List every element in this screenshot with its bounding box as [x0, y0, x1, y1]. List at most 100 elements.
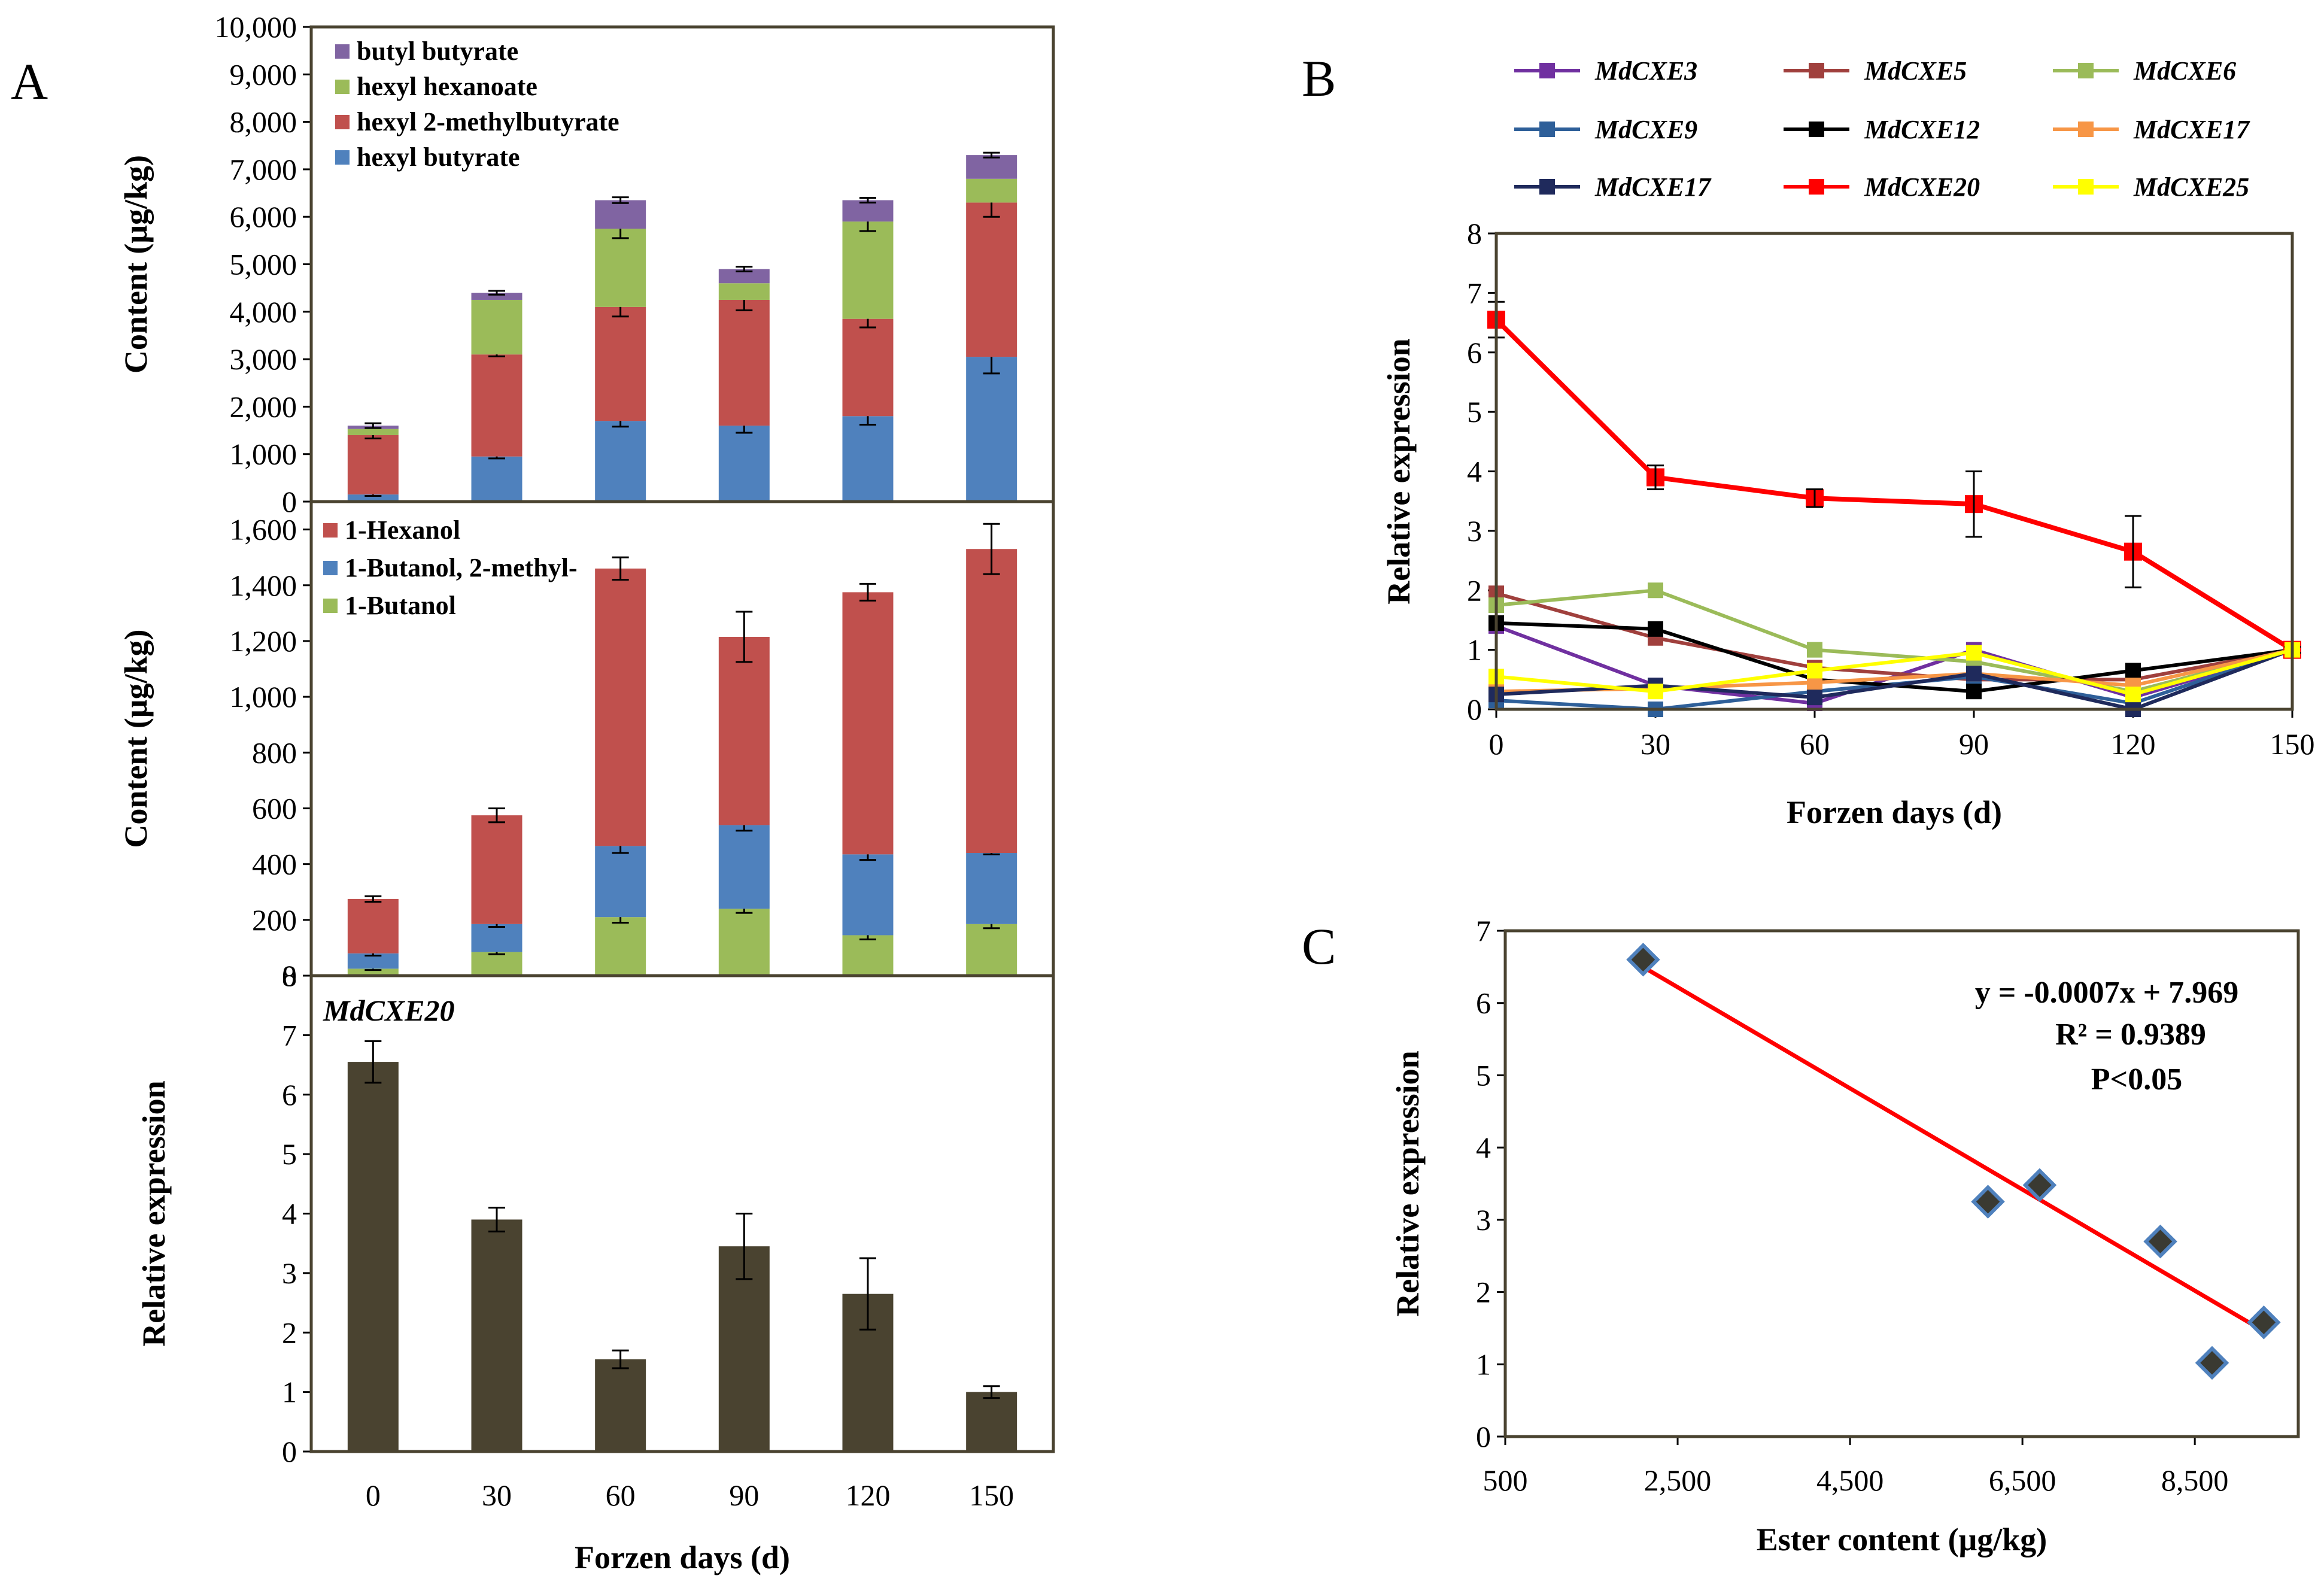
A1-bar-butyl-butyrate: [966, 155, 1017, 179]
C-ytick-label: 2: [1476, 1276, 1491, 1309]
A1-legend-swatch: [335, 80, 350, 94]
A1-legend-swatch: [335, 150, 350, 165]
A2-bar-1-butanol: [595, 917, 646, 976]
A1-legend-label: hexyl 2-methylbutyrate: [357, 107, 619, 136]
A3-ytick-label: 7: [282, 1018, 297, 1052]
A1-legend-label: butyl butyrate: [357, 37, 518, 66]
A2-legend-swatch: [323, 599, 338, 613]
B-series-mdcxe6-2-point: [1807, 642, 1822, 658]
C-annotation: P<0.05: [2091, 1062, 2182, 1097]
B-series-mdcxe17-6-point: [1807, 690, 1822, 706]
B-legend-label: MdCXE17: [1594, 172, 1712, 202]
A3-title: MdCXE20: [323, 994, 455, 1027]
A3-bar: [595, 1359, 646, 1452]
B-ytick-label: 2: [1467, 573, 1482, 607]
C-scatter-point: [2143, 1224, 2177, 1259]
A2-bar-1-butanol-2-methyl-: [718, 825, 770, 909]
A2-legend-label: 1-Hexanol: [345, 515, 460, 545]
C-ytick-label: 4: [1476, 1131, 1491, 1164]
B-series-mdcxe6-2-line: [1496, 588, 2293, 694]
panel-label-c: C: [1302, 918, 1336, 975]
A3-ytick-label: 2: [282, 1316, 297, 1349]
B-xtick-label: 60: [1800, 727, 1830, 761]
B-series-mdcxe25-8-point: [1966, 645, 1982, 661]
B-series-mdcxe5-1-line: [1496, 591, 2293, 682]
A3-y-axis-label: Relative expression: [136, 1080, 172, 1346]
C-y-axis-label: Relative expression: [1390, 1050, 1426, 1316]
B-series-mdcxe12-4-point: [1648, 621, 1663, 637]
A3-bar: [718, 1246, 770, 1452]
A1-legend-swatch: [335, 44, 350, 59]
A1-ytick-label: 0: [282, 485, 297, 518]
B-ytick-label: 4: [1467, 455, 1482, 488]
A2-bar-1-hexanol: [842, 592, 894, 855]
B-legend-marker: [1809, 63, 1824, 78]
A3-ytick-label: 6: [282, 1078, 297, 1112]
B-legend-label: MdCXE25: [2133, 172, 2249, 202]
C-xtick-label: 2,500: [1644, 1463, 1712, 1497]
B-ytick-label: 7: [1467, 276, 1482, 309]
A1-bar-hexyl-2-methylbutyrate: [595, 306, 646, 421]
A1-bar-hexyl-butyrate: [966, 357, 1017, 502]
A1-bar-hexyl-butyrate: [842, 416, 894, 502]
C-ytick-label: 1: [1476, 1347, 1491, 1381]
A3-ytick-label: 8: [282, 959, 297, 992]
A2-bar-1-butanol: [471, 952, 522, 976]
C-plot-frame: [1503, 929, 2300, 1438]
C-ytick-label: 6: [1476, 986, 1491, 1020]
A2-bar-1-hexanol: [595, 568, 646, 846]
A2-ytick-label: 1,600: [230, 513, 297, 546]
A1-bar-hexyl-2-methylbutyrate: [966, 202, 1017, 357]
A3-xtick-label: 30: [482, 1478, 512, 1512]
A2-ytick-label: 800: [252, 736, 297, 769]
A2-bar-1-hexanol: [471, 815, 522, 924]
B-ytick-label: 1: [1467, 633, 1482, 667]
panel-label-b: B: [1302, 50, 1336, 107]
A2-bar-1-butanol: [718, 909, 770, 976]
C-xtick-label: 8,500: [2161, 1463, 2229, 1497]
C-ytick-label: 7: [1476, 914, 1491, 948]
A1-ytick-label: 3,000: [230, 342, 297, 376]
B-series-mdcxe25-8-line: [1496, 648, 2293, 697]
A3-plot-frame: [309, 974, 1055, 1453]
B-xtick-label: 30: [1641, 727, 1670, 761]
A2-ytick-label: 200: [252, 903, 297, 937]
C-ytick-label: 0: [1476, 1420, 1491, 1453]
B-series-mdcxe12-4-point: [2125, 663, 2141, 679]
A1-bar-hexyl-hexanoate: [471, 299, 522, 355]
A3-xtick-label: 150: [969, 1478, 1014, 1512]
A1-bar-butyl-butyrate: [842, 200, 894, 222]
A3-bar: [471, 1219, 522, 1452]
chart-b-gene-expression-lines: 0 1 2 3 4 5 6 7 8 0 30 60 90 120 150 Relative expressio…: [1302, 50, 2315, 830]
A3-x-axis-label: Forzen days (d): [575, 1540, 790, 1575]
B-legend-label: MdCXE6: [2133, 56, 2236, 86]
B-series-mdcxe6-2-point: [1648, 582, 1663, 599]
B-x-axis-label: Forzen days (d): [1787, 794, 2002, 830]
B-legend-marker: [2078, 63, 2094, 78]
B-legend-marker: [1539, 179, 1555, 195]
B-legend-label: MdCXE20: [1864, 172, 1980, 202]
A2-ytick-label: 400: [252, 848, 297, 881]
B-legend-label: MdCXE17: [2133, 115, 2250, 144]
B-series-mdcxe17-6-point: [1966, 666, 1982, 682]
A1-ytick-label: 6,000: [230, 200, 297, 233]
B-series-mdcxe25-8-point: [1807, 663, 1822, 679]
B-plot-frame: [1494, 232, 2294, 711]
B-legend-marker: [2078, 179, 2094, 195]
A2-legend-swatch: [323, 561, 338, 575]
A1-bar-hexyl-butyrate: [595, 421, 646, 502]
B-series-mdcxe20-7-line: [1494, 318, 2294, 652]
A2-bar-1-hexanol: [718, 636, 770, 825]
B-series-mdcxe25-8-point: [2125, 687, 2141, 703]
B-legend-label: MdCXE5: [1864, 56, 1967, 86]
A2-ytick-label: 1,200: [230, 624, 297, 658]
A1-ytick-label: 9,000: [230, 57, 297, 91]
A1-bar-hexyl-hexanoate: [718, 283, 770, 300]
A2-bar-1-butanol: [966, 924, 1017, 976]
A2-legend-label: 1-Butanol: [345, 591, 456, 620]
A2-ytick-label: 1,000: [230, 680, 297, 713]
A1-ytick-label: 1,000: [230, 438, 297, 471]
A1-legend-swatch: [335, 115, 350, 129]
A2-bar-1-butanol-2-methyl-: [471, 924, 522, 952]
